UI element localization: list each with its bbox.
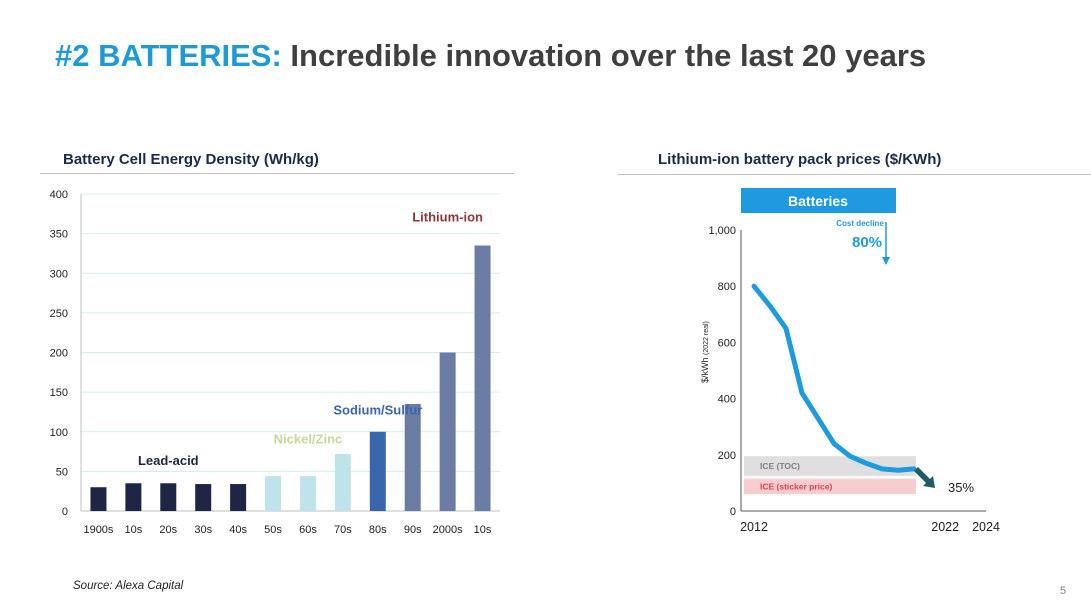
- bar: [299, 476, 316, 511]
- bar: [195, 484, 212, 511]
- y-tick-label: 200: [718, 450, 736, 462]
- y-tick-label: 1,000: [708, 225, 736, 237]
- bar: [404, 404, 421, 511]
- decline-arrow-icon: [914, 467, 935, 488]
- bar: [230, 484, 247, 511]
- ice-toc-label: ICE (TOC): [760, 461, 800, 471]
- series-annotation: Nickel/Zinc: [274, 432, 343, 447]
- batteries-banner-label: Batteries: [788, 193, 848, 209]
- bar: [439, 352, 456, 511]
- decline-35-label: 35%: [948, 480, 974, 495]
- y-tick-label: 350: [50, 229, 68, 241]
- x-tick-label: 10s: [474, 524, 492, 536]
- x-tick-label: 70s: [334, 524, 352, 536]
- x-tick-label: 2024: [972, 520, 1000, 534]
- x-tick-label: 50s: [264, 524, 282, 536]
- x-tick-label: 2000s: [433, 524, 463, 536]
- bar: [474, 245, 491, 511]
- x-tick-label: 10s: [125, 524, 143, 536]
- series-annotation: Lithium-ion: [412, 210, 483, 225]
- slide-title-accent: #2 BATTERIES:: [55, 38, 282, 73]
- y-tick-label: 0: [730, 506, 736, 518]
- ice-toc-band: [744, 456, 916, 476]
- x-tick-label: 80s: [369, 524, 387, 536]
- price-line: [751, 283, 917, 473]
- x-tick-label: 20s: [159, 524, 177, 536]
- x-tick-label: 2012: [740, 520, 768, 534]
- x-tick-label: 2022: [931, 520, 959, 534]
- x-tick-label: 40s: [229, 524, 247, 536]
- x-tick-label: 1900s: [83, 524, 113, 536]
- y-tick-label: 800: [718, 281, 736, 293]
- page-number: 5: [1060, 585, 1067, 597]
- y-tick-label: 0: [62, 506, 68, 518]
- bar: [125, 483, 142, 511]
- bar: [90, 487, 107, 511]
- series-annotation: Sodium/Sulfur: [333, 402, 422, 417]
- slide-title: #2 BATTERIES: Incredible innovation over…: [55, 38, 926, 74]
- batteries-banner: [741, 188, 896, 213]
- cost-decline-arrow-icon: [882, 257, 890, 265]
- ice-sticker-label: ICE (sticker price): [760, 481, 832, 491]
- left-chart-title-rule: [40, 173, 514, 174]
- slide-title-rest: Incredible innovation over the last 20 y…: [290, 38, 927, 73]
- y-tick-label: 150: [50, 387, 68, 399]
- bar: [334, 453, 351, 511]
- energy-density-chart-title: Battery Cell Energy Density (Wh/kg): [63, 151, 319, 168]
- y-tick-label: 200: [50, 348, 68, 360]
- cost-decline-value: 80%: [852, 234, 882, 251]
- pack-price-chart-title: Lithium-ion battery pack prices ($/KWh): [658, 151, 942, 168]
- x-tick-label: 30s: [194, 524, 212, 536]
- y-tick-label: 400: [718, 394, 736, 406]
- y-tick-label: 300: [50, 268, 68, 280]
- y-tick-label: 100: [50, 427, 68, 439]
- right-chart-title-rule: [618, 174, 1091, 175]
- y-axis-label: $/kWh (2022 real): [700, 321, 710, 383]
- y-tick-label: 50: [56, 466, 68, 478]
- bar: [265, 476, 282, 511]
- source-note: Source: Alexa Capital: [73, 580, 184, 592]
- y-tick-label: 250: [50, 308, 68, 320]
- y-tick-label: 400: [50, 189, 68, 201]
- y-tick-label: 600: [718, 337, 736, 349]
- ice-sticker-band: [744, 478, 916, 495]
- cost-decline-label: Cost decline: [836, 219, 884, 228]
- x-tick-label: 90s: [404, 524, 422, 536]
- series-annotation: Lead-acid: [138, 453, 199, 468]
- bar: [369, 431, 386, 511]
- x-tick-label: 60s: [299, 524, 317, 536]
- bar: [160, 483, 177, 511]
